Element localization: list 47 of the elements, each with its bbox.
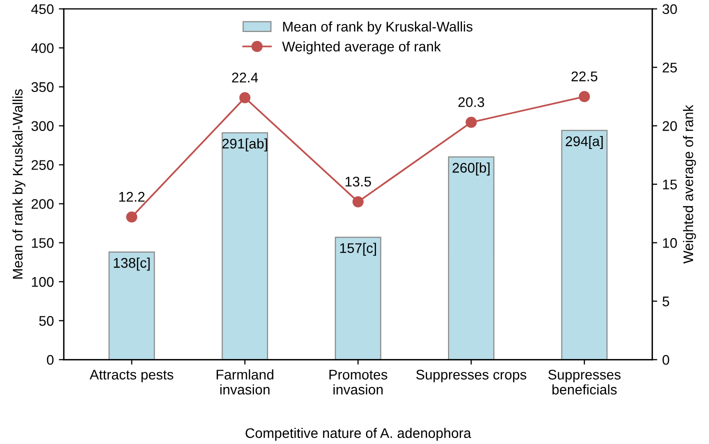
y-axis-title: Mean of rank by Kruskal-Wallis [12,89,26,279]
y2-tick-label: 10 [663,238,677,248]
x-tick-label: Suppresses beneficials [548,370,621,395]
data-label: 157[c] [340,242,376,256]
data-label: 260[b] [452,162,490,176]
y-tick-label: 400 [31,43,54,54]
y-tick-label: 150 [32,238,54,248]
data-label: 138[c] [114,258,150,271]
y-tick-label: 100 [32,277,54,287]
y2-tick-label: 0 [662,354,670,365]
data-label: 22.4 [232,72,258,82]
x-axis-title: Competitive nature of A. adenophora [246,428,472,441]
x-tick-label: Farmland invasion [216,369,274,395]
x-tick-label: Attracts pests [90,370,174,382]
legend-label: Weighted average of rank [282,41,441,54]
point [352,196,364,208]
x-tick-label: Suppresses crops [416,370,526,382]
legend-label: Mean of rank by Kruskal-Wallis [283,21,472,34]
data-label: 291[ab] [222,138,268,152]
y-tick-label: 50 [39,316,54,326]
data-label: 294[a] [566,136,603,149]
bar [448,156,494,360]
bar [334,236,382,360]
y-tick-label: 450 [31,4,54,14]
data-label: 13.5 [346,176,371,187]
data-label: 20.3 [458,97,484,108]
point [126,211,138,223]
y2-tick-label: 5 [662,296,670,306]
point [239,92,250,104]
y2-tick-label: 20 [662,121,677,131]
y2-tick-label: 15 [663,180,677,190]
bar [561,130,608,360]
x-tick-label: Promotes invasion [329,370,388,395]
y-tick-label: 300 [31,121,54,131]
data-label: 12.2 [119,192,145,202]
data-label: 22.5 [572,71,598,82]
y2-tick-label: 25 [662,62,677,73]
point [578,91,590,102]
bar [222,132,268,360]
point [466,116,477,128]
y-tick-label: 200 [32,199,54,209]
y2-axis-title: Weighted average of rank [683,104,696,264]
bar [108,252,155,360]
y-tick-label: 0 [46,354,54,365]
y2-tick-label: 30 [662,4,677,14]
y-tick-label: 350 [31,82,54,92]
y-tick-label: 250 [32,160,54,170]
